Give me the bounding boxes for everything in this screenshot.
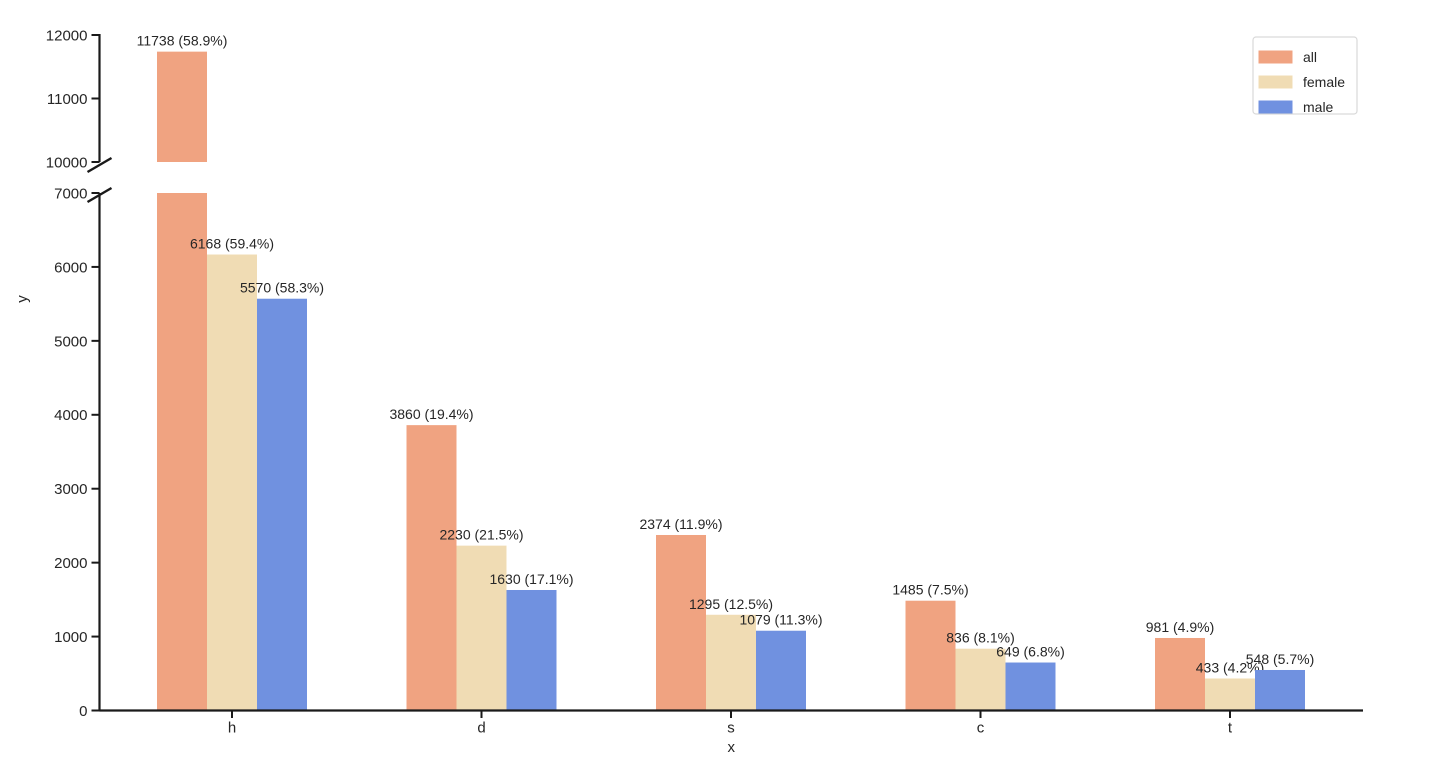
y-tick-label-bottom-4000: 4000: [54, 407, 87, 424]
y-tick-label-bottom-2000: 2000: [54, 555, 87, 572]
bar-all-s: [656, 534, 706, 711]
bar-top-segment-all-h: [157, 51, 207, 162]
value-label-all-d: 3860 (19.4%): [389, 406, 473, 422]
value-label-female-h: 6168 (59.4%): [190, 236, 274, 252]
x-category-label-h: h: [228, 720, 236, 737]
legend-swatch-all: [1258, 50, 1293, 64]
bar-female-t: [1205, 678, 1255, 711]
bar-male-c: [1005, 662, 1056, 711]
bar-female-d: [456, 545, 507, 711]
x-category-label-s: s: [727, 720, 735, 737]
value-label-all-s: 2374 (11.9%): [639, 516, 722, 532]
x-category-label-d: d: [477, 720, 485, 737]
value-label-male-d: 1630 (17.1%): [489, 571, 573, 587]
value-label-all-t: 981 (4.9%): [1146, 619, 1214, 635]
bar-all-t: [1155, 637, 1205, 711]
value-label-female-d: 2230 (21.5%): [439, 527, 523, 543]
x-category-label-c: c: [977, 720, 985, 737]
value-label-female-c: 836 (8.1%): [946, 630, 1014, 646]
y-tick-label-bottom-1000: 1000: [54, 629, 87, 646]
y-tick-label-bottom-5000: 5000: [54, 333, 87, 350]
bar-female-c: [955, 648, 1006, 711]
bar-male-t: [1255, 669, 1305, 711]
y-tick-label-top-12000: 12000: [46, 27, 88, 44]
bar-female-s: [706, 614, 756, 711]
x-category-label-t: t: [1228, 720, 1233, 737]
value-label-male-c: 649 (6.8%): [996, 644, 1064, 660]
bar-all-d: [406, 425, 457, 711]
bar-male-s: [756, 630, 806, 711]
value-label-female-t: 433 (4.2%): [1196, 659, 1264, 675]
legend-label-female: female: [1303, 74, 1345, 90]
y-tick-label-top-10000: 10000: [46, 154, 88, 171]
y-tick-label-bottom-3000: 3000: [54, 481, 87, 498]
axis-break-mark-bottom: [86, 186, 113, 204]
y-tick-label-bottom-0: 0: [79, 703, 87, 720]
y-axis-title: y: [14, 295, 31, 303]
bar-all-h: [157, 193, 207, 711]
value-label-all-h: 11738 (58.9%): [137, 33, 228, 49]
value-label-all-c: 1485 (7.5%): [892, 582, 968, 598]
legend-label-male: male: [1303, 99, 1334, 115]
value-label-male-s: 1079 (11.3%): [739, 612, 822, 628]
bar-male-h: [257, 298, 307, 711]
axis-break-mark-top: [86, 156, 113, 174]
bar-all-c: [905, 600, 956, 711]
legend-swatch-male: [1258, 100, 1293, 114]
bar-male-d: [506, 589, 557, 711]
legend-swatch-female: [1258, 75, 1293, 89]
y-tick-label-bottom-7000: 7000: [54, 185, 87, 202]
bar-female-h: [207, 254, 257, 711]
x-axis-title: x: [728, 739, 736, 756]
value-label-female-s: 1295 (12.5%): [689, 596, 773, 612]
value-label-male-t: 548 (5.7%): [1246, 651, 1314, 667]
value-label-male-h: 5570 (58.3%): [240, 280, 324, 296]
legend-label-all: all: [1303, 49, 1317, 65]
y-tick-label-bottom-6000: 6000: [54, 259, 87, 276]
y-tick-label-top-11000: 11000: [47, 91, 88, 108]
